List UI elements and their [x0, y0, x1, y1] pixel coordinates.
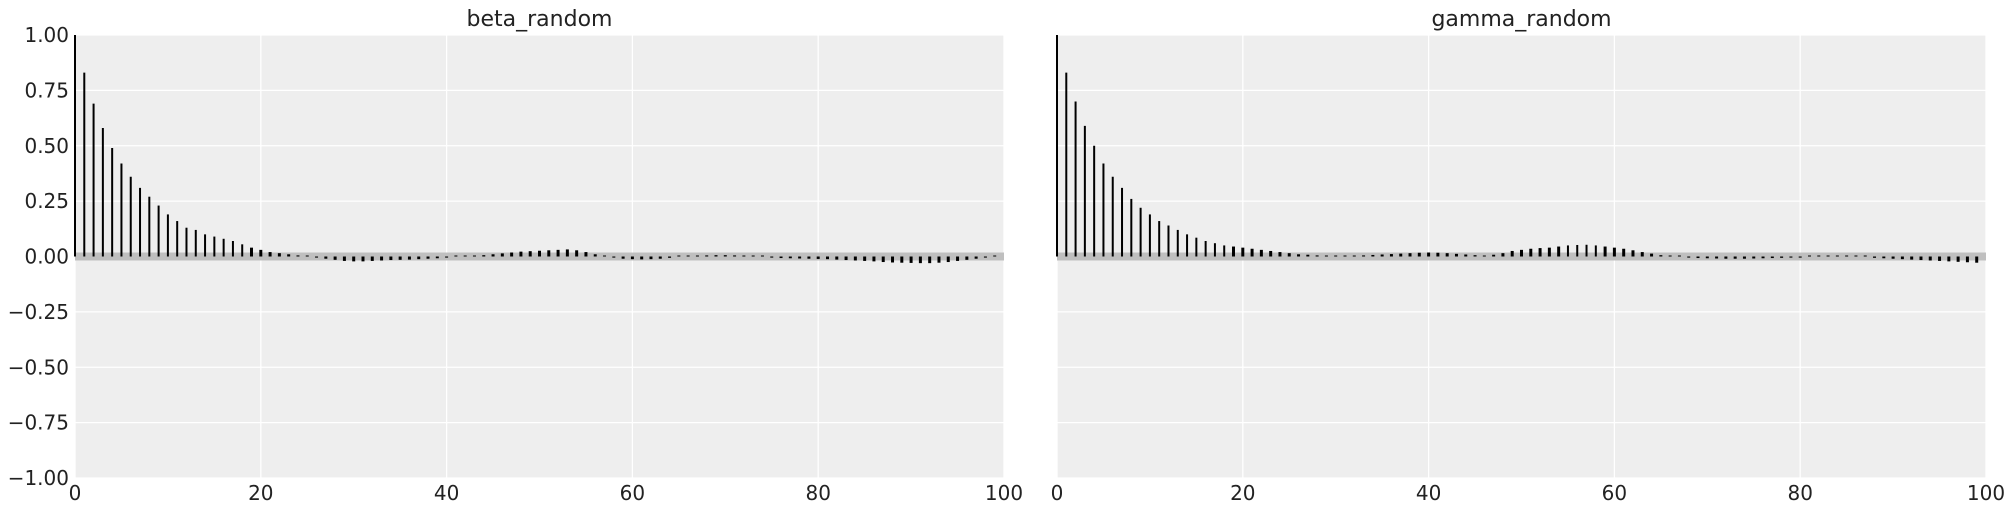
chart-title: beta_random — [467, 7, 613, 32]
x-tick-label: 20 — [248, 481, 273, 505]
x-tick-label: 0 — [1051, 481, 1064, 505]
x-tick-label: 40 — [434, 481, 459, 505]
acf-panel-gamma-random: gamma_random 0 20 40 60 80 100 — [1051, 7, 2005, 505]
y-tick-label: 0.00 — [24, 245, 69, 269]
x-tick-label: 60 — [1602, 481, 1627, 505]
x-tick-label: 80 — [805, 481, 830, 505]
y-tick-label: 0.25 — [24, 189, 69, 213]
x-tick-label: 40 — [1416, 481, 1441, 505]
x-tick-label: 100 — [985, 481, 1023, 505]
y-tick-label: 0.50 — [24, 134, 69, 158]
y-tick-label: −0.75 — [8, 411, 69, 435]
x-tick-label: 20 — [1230, 481, 1255, 505]
x-tick-label: 100 — [1967, 481, 2005, 505]
chart-title: gamma_random — [1431, 7, 1611, 32]
x-tick-label: 60 — [620, 481, 645, 505]
y-tick-label: −1.00 — [8, 466, 69, 490]
y-tick-label: 1.00 — [24, 23, 69, 47]
y-tick-label: −0.25 — [8, 300, 69, 324]
acf-panel-beta-random: beta_random 0 20 40 60 80 100 1.00 0.75 0.50 0.25 0… — [8, 7, 1023, 505]
y-tick-label: −0.50 — [8, 355, 69, 379]
x-tick-label: 80 — [1787, 481, 1812, 505]
x-tick-label: 0 — [69, 481, 82, 505]
y-tick-label: 0.75 — [24, 78, 69, 102]
